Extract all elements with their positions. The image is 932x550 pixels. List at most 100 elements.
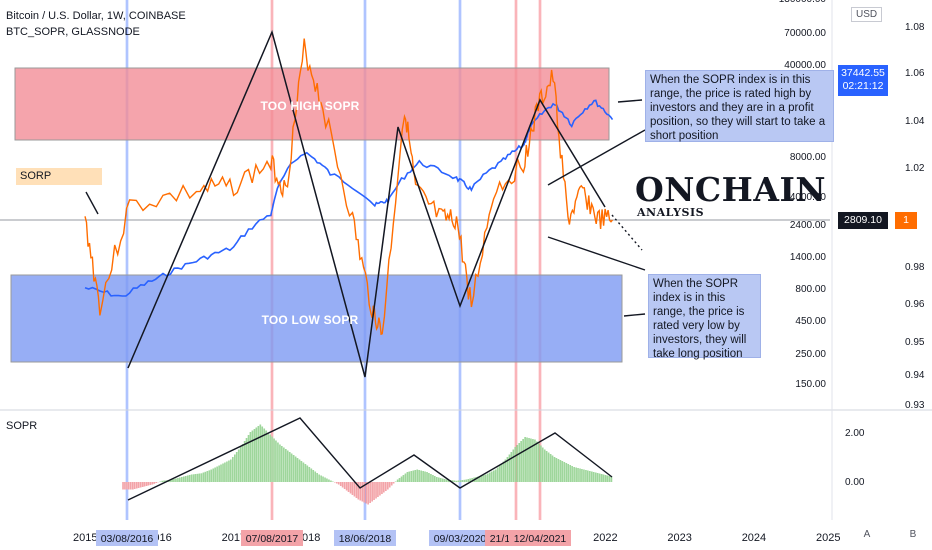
histogram-bar <box>294 456 297 482</box>
zigzag-arrows <box>127 29 606 378</box>
price-tick-label: 1400.00 <box>790 252 827 263</box>
histogram-bar <box>212 468 215 482</box>
histogram-bar <box>367 482 369 505</box>
histogram-bar <box>273 438 275 482</box>
log-scale-button[interactable]: B <box>909 529 917 540</box>
histogram-bar <box>540 445 542 482</box>
histogram-bar <box>557 459 560 482</box>
histogram-bar <box>151 482 154 485</box>
price-tick-label: 4000.00 <box>790 192 827 203</box>
histogram-bar <box>551 455 554 482</box>
histogram-bar <box>316 473 318 482</box>
histogram-bar <box>361 482 364 502</box>
date-tag-bg <box>429 530 491 546</box>
histogram-bar <box>506 457 509 482</box>
histogram-bar <box>610 476 613 482</box>
histogram-bar <box>224 462 226 482</box>
too-high-label: TOO HIGH SOPR <box>260 99 360 113</box>
histogram-bar <box>206 471 209 482</box>
histogram-bar <box>602 474 605 482</box>
histogram-bar <box>477 476 479 482</box>
histogram-bar <box>290 453 293 482</box>
histogram-bar <box>198 473 201 482</box>
histogram-bar <box>471 478 473 482</box>
histogram-bar <box>324 477 326 482</box>
histogram-bar <box>569 465 572 482</box>
histogram-bar <box>283 447 285 482</box>
histogram-bar <box>204 471 207 483</box>
histogram-bar <box>430 474 432 482</box>
histogram-bar <box>277 442 279 482</box>
sopr-tick-label: 1.08 <box>905 22 925 33</box>
time-tick-label: 2024 <box>742 532 766 544</box>
date-tag-bg <box>334 530 396 546</box>
histogram-bar <box>347 482 350 492</box>
symbol-title: Bitcoin / U.S. Dollar, 1W, COINBASE <box>6 10 186 22</box>
histogram-bar <box>184 476 187 482</box>
price-tick-label: 150.00 <box>795 379 826 390</box>
histogram-bar <box>220 464 222 482</box>
histogram-bar <box>406 472 409 482</box>
date-tag-bg <box>241 530 303 546</box>
histogram-bar <box>571 466 573 482</box>
histogram-bar <box>532 439 534 482</box>
histogram-bar <box>351 482 354 495</box>
histogram-bar <box>304 464 307 482</box>
date-tag-label: 12/04/2021 <box>514 533 567 545</box>
histogram-bar <box>553 457 556 482</box>
histogram-bar <box>177 478 179 482</box>
histogram-bar <box>536 441 538 482</box>
price-tick-label: 130000.00 <box>779 0 827 5</box>
sorp-tag: SORP <box>16 168 102 185</box>
histogram-bar <box>245 438 248 482</box>
histogram-bar <box>296 458 299 482</box>
price-tick-label: 2400.00 <box>790 220 827 231</box>
histogram-bar <box>585 470 587 482</box>
histogram-bar <box>443 479 446 482</box>
histogram-bar <box>526 437 528 482</box>
sopr-tick-label: 0.95 <box>905 337 925 348</box>
histogram-bar <box>441 478 444 482</box>
histogram-bar <box>549 454 552 482</box>
histogram-bar <box>381 482 383 494</box>
histogram-bar <box>286 450 289 482</box>
time-tick-label: 2015 <box>73 532 97 544</box>
histogram-bar <box>232 457 234 482</box>
histogram-bar <box>281 446 283 482</box>
histogram-bar <box>181 477 183 482</box>
btc-price: 37442.55 <box>841 67 885 79</box>
brand-subtitle: ANALYSIS <box>637 206 705 219</box>
histogram-bar <box>179 477 181 482</box>
histogram-bar <box>257 426 260 482</box>
histogram-bar <box>369 482 371 503</box>
histogram-bar <box>518 443 521 482</box>
histogram-bar <box>334 482 336 483</box>
auto-scale-button[interactable]: A <box>863 529 871 540</box>
histogram-bar <box>343 482 346 489</box>
histogram-bar <box>336 482 338 484</box>
histogram-bar <box>447 479 450 483</box>
histogram-bar <box>606 475 609 482</box>
histogram-bar <box>463 479 466 483</box>
histogram-bar <box>126 482 128 490</box>
currency-button[interactable]: USD <box>851 7 883 22</box>
histogram-bar <box>251 430 254 482</box>
too-high-zone <box>14 67 610 141</box>
sopr-line <box>84 38 614 336</box>
sopr-tick-label: 0.94 <box>905 370 925 381</box>
histogram-bar <box>524 437 526 482</box>
histogram-bar <box>226 461 228 482</box>
histogram-bar <box>234 454 236 482</box>
time-tick-label: 2025 <box>816 532 840 544</box>
histogram-bar <box>216 466 218 482</box>
arrow-to-peak <box>547 129 646 186</box>
histogram-bar <box>312 470 315 482</box>
histogram-bar <box>396 479 399 482</box>
time-tick-label: 2022 <box>593 532 617 544</box>
histogram-bar <box>308 467 311 482</box>
date-tag-label: 07/08/2017 <box>246 533 299 545</box>
histogram-bar <box>563 462 566 482</box>
histogram-bar <box>228 460 230 482</box>
histogram-bar <box>132 482 134 490</box>
date-tag-bg <box>509 530 571 546</box>
